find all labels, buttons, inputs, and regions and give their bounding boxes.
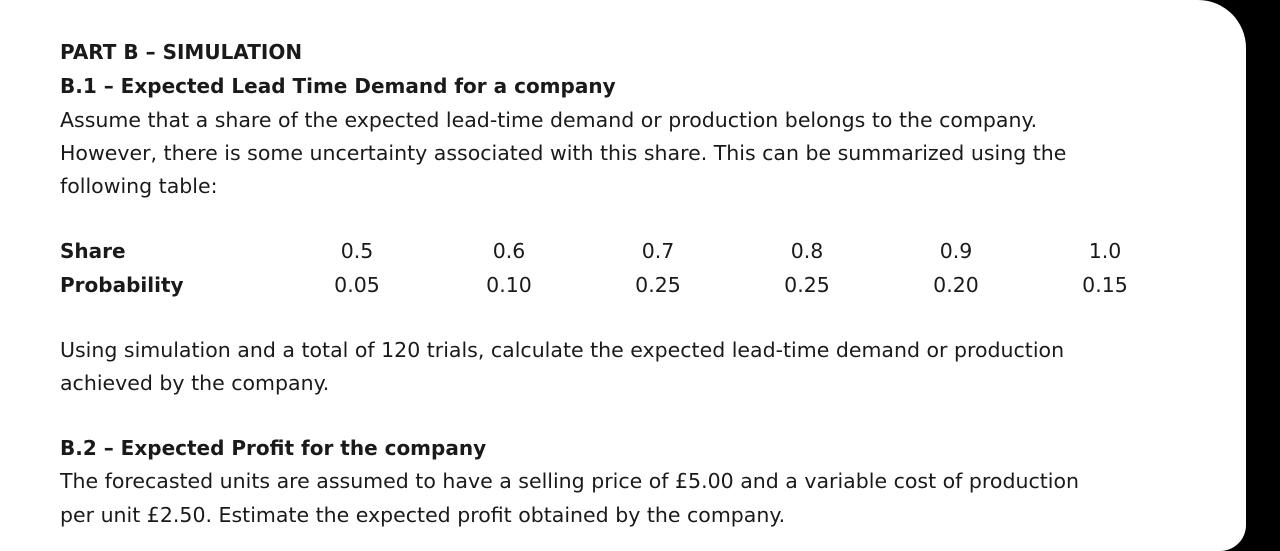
probability-row-label: Probability <box>60 273 184 297</box>
probability-cell: 0.10 <box>486 273 532 297</box>
share-cell: 0.9 <box>939 239 973 263</box>
probability-cell: 0.25 <box>635 273 681 297</box>
probability-cell: 0.25 <box>784 273 830 297</box>
probability-cell: 0.05 <box>334 273 380 297</box>
section-b1-title: B.1 – Expected Lead Time Demand for a co… <box>60 74 616 98</box>
share-cell: 1.0 <box>1088 239 1122 263</box>
share-row-label: Share <box>60 239 126 263</box>
b1-paragraph-line-1: Assume that a share of the expected lead… <box>60 108 1038 132</box>
b2-paragraph-line-1: The forecasted units are assumed to have… <box>60 469 1079 493</box>
b1-paragraph-line-3: following table: <box>60 174 218 198</box>
b1-question-line-2: achieved by the company. <box>60 371 330 395</box>
section-b2-title: B.2 – Expected Profit for the company <box>60 436 487 460</box>
document-page: PART B – SIMULATION B.1 – Expected Lead … <box>0 0 1246 551</box>
b1-paragraph-line-2: However, there is some uncertainty assoc… <box>60 141 1067 165</box>
probability-cell: 0.20 <box>933 273 979 297</box>
share-cell: 0.5 <box>340 239 374 263</box>
share-cell: 0.6 <box>492 239 526 263</box>
part-title: PART B – SIMULATION <box>60 40 303 64</box>
probability-cell: 0.15 <box>1082 273 1128 297</box>
b2-paragraph-line-2: per unit £2.50. Estimate the expected pr… <box>60 503 786 527</box>
share-cell: 0.8 <box>790 239 824 263</box>
share-cell: 0.7 <box>641 239 675 263</box>
b1-question-line-1: Using simulation and a total of 120 tria… <box>60 338 1065 362</box>
